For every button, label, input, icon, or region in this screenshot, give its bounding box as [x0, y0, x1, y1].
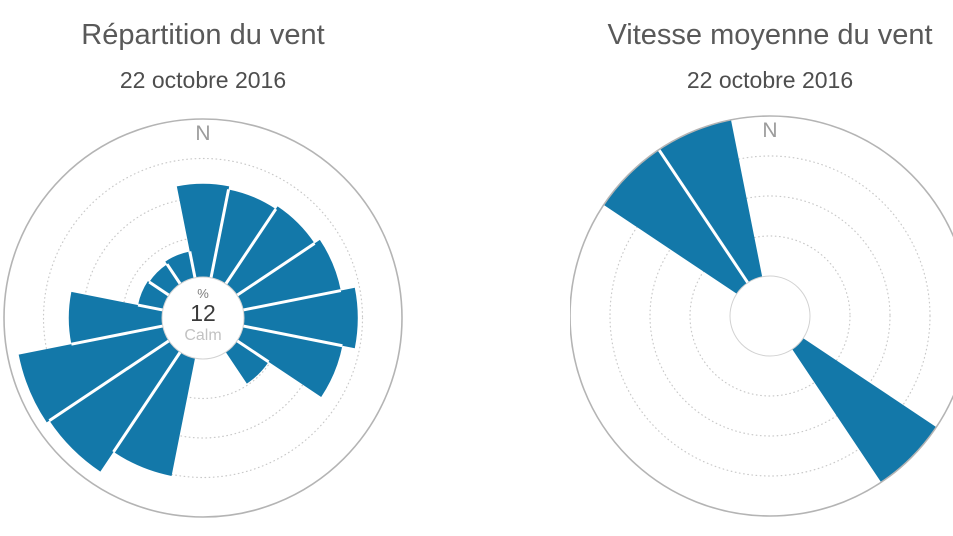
petal-separator	[48, 338, 171, 422]
petal-separator	[188, 251, 197, 280]
petal-WNW	[137, 281, 169, 311]
petal-N	[176, 183, 230, 278]
petal-NNE	[210, 189, 276, 284]
petal-SE	[792, 338, 937, 483]
north-label: N	[762, 119, 777, 142]
center-hole	[161, 276, 245, 360]
petal-separator	[209, 189, 231, 280]
petal-separator	[657, 148, 750, 285]
petal-ESE	[237, 325, 343, 397]
radial-gridline	[689, 235, 851, 397]
outer-axis-circle	[3, 118, 403, 518]
chart-title: Répartition du vent	[81, 19, 325, 51]
chart-subtitle: 22 octobre 2016	[686, 67, 854, 93]
petal-separator	[235, 338, 270, 364]
chart-subtitle: 22 octobre 2016	[119, 67, 287, 93]
radial-gridline	[609, 155, 931, 477]
wind-rose-repartition-chart: N	[3, 118, 403, 518]
petal-NNW	[658, 119, 763, 283]
petal-E	[243, 287, 358, 349]
petal-SE	[225, 340, 269, 384]
chart-title: Vitesse moyenne du vent	[607, 19, 933, 51]
petal-NW	[603, 149, 748, 294]
petal-WSW	[18, 325, 169, 423]
petal-ENE	[237, 239, 341, 311]
chart-vitesse: Vitesse moyenne du vent 22 octobre 2016 …	[570, 0, 953, 536]
petal-SW	[49, 340, 181, 472]
petal-separator	[165, 263, 183, 286]
petal-separator	[241, 324, 343, 348]
petal-NE	[225, 206, 315, 296]
petal-separator	[241, 289, 342, 312]
north-label: N	[195, 122, 210, 145]
petal-separator	[235, 242, 316, 298]
center-hole	[729, 275, 811, 357]
petal-NW	[149, 264, 181, 296]
outer-axis-circle	[570, 115, 953, 517]
petal-separator	[112, 350, 183, 453]
radial-gridline	[649, 195, 891, 437]
wind-rose-vitesse-chart: N	[570, 115, 953, 517]
petal-separator	[137, 303, 165, 312]
petal-separator	[71, 324, 165, 346]
petal-W	[68, 291, 163, 345]
petal-separator	[148, 280, 171, 298]
chart-repartition: Répartition du vent 22 octobre 2016 N % …	[3, 0, 403, 536]
petal-NNW	[165, 251, 196, 284]
petal-separator	[223, 208, 278, 286]
petal-SSW	[113, 352, 196, 476]
radial-gridline	[42, 157, 364, 479]
